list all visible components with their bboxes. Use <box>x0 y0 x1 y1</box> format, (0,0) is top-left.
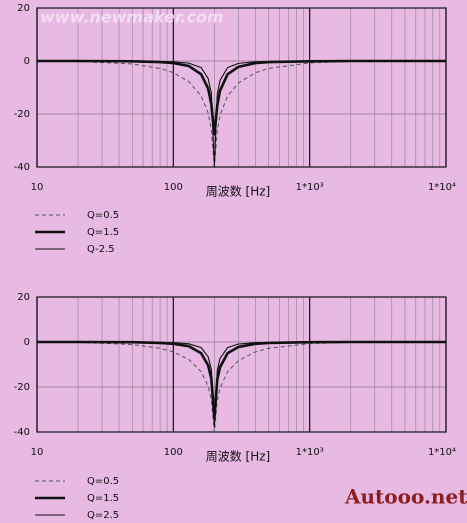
y-tick-label: 0 <box>24 337 30 348</box>
x-tick-label: 100 <box>164 182 183 193</box>
x-tick-label: 100 <box>164 447 183 458</box>
series-line <box>36 341 447 433</box>
y-tick-label: -40 <box>14 427 30 438</box>
watermark: www.newmaker.com <box>40 8 224 27</box>
x-axis-label: 周波数 [Hz] <box>206 184 271 199</box>
legend-label: Q=1.5 <box>87 227 119 238</box>
plot-border <box>36 296 447 433</box>
x-tick-label: 10 <box>31 447 44 458</box>
series-line <box>37 60 446 168</box>
legend-label: Q=2.5 <box>87 510 119 521</box>
y-tick-label: -20 <box>14 382 30 393</box>
x-tick-label: 10 <box>31 182 44 193</box>
legend-label: Q=0.5 <box>87 210 119 221</box>
y-tick-label: -40 <box>14 162 30 173</box>
plot-border <box>36 7 447 168</box>
legend-label: Q=0.5 <box>87 476 119 487</box>
x-axis-label: 周波数 [Hz] <box>206 449 271 464</box>
legend-label: Q-2.5 <box>87 244 115 255</box>
x-tick-label: 1*10³ <box>296 182 324 193</box>
y-tick-label: 20 <box>17 292 30 303</box>
series-line <box>37 341 446 428</box>
y-tick-label: -20 <box>14 109 30 120</box>
watermark: Autooo.net <box>344 485 467 509</box>
x-tick-label: 1*10⁴ <box>428 447 456 458</box>
x-tick-label: 1*10⁴ <box>428 182 456 193</box>
x-tick-label: 1*10³ <box>296 447 324 458</box>
y-tick-label: 20 <box>17 3 30 14</box>
y-tick-label: 0 <box>24 56 30 67</box>
legend-label: Q=1.5 <box>87 493 119 504</box>
